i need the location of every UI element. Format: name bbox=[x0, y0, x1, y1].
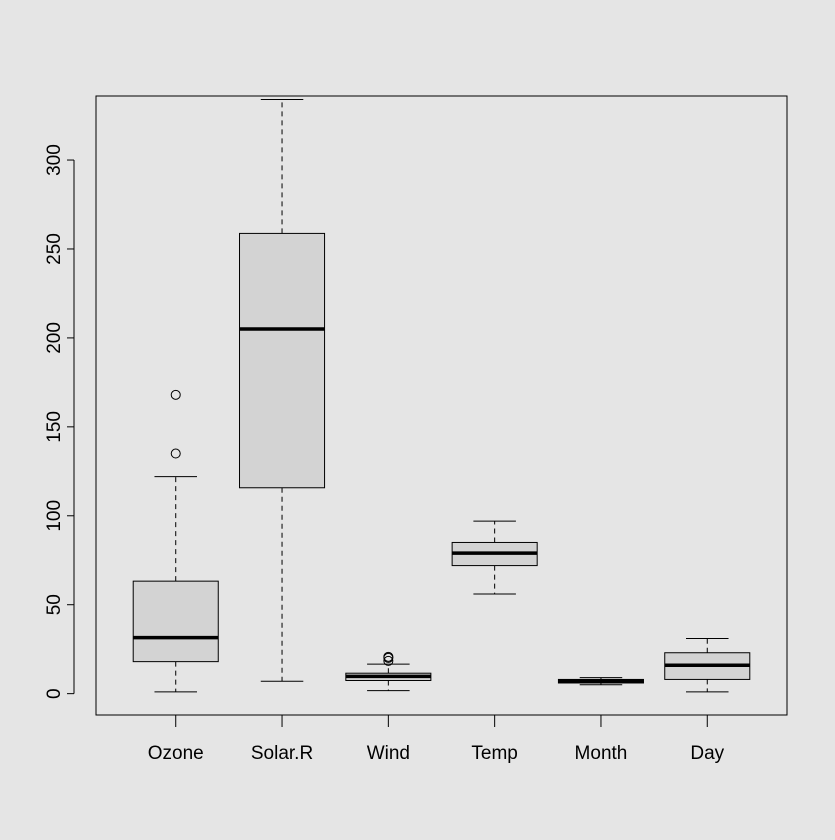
box-temp bbox=[451, 520, 538, 595]
x-tick-label: Ozone bbox=[148, 743, 204, 764]
box-month bbox=[557, 677, 644, 686]
outlier-point bbox=[170, 389, 181, 400]
outlier-point bbox=[170, 448, 181, 459]
y-tick-label: 100 bbox=[44, 500, 65, 532]
y-tick-label: 0 bbox=[44, 688, 65, 699]
y-tick-label: 300 bbox=[44, 144, 65, 176]
box-wind bbox=[345, 651, 432, 692]
x-tick-label: Wind bbox=[367, 743, 410, 764]
y-tick-label: 250 bbox=[44, 233, 65, 265]
iqr-box bbox=[132, 580, 219, 663]
box-ozone bbox=[132, 389, 219, 693]
iqr-box bbox=[239, 232, 326, 489]
y-tick-label: 200 bbox=[44, 322, 65, 354]
x-tick-label: Solar.R bbox=[251, 743, 313, 764]
y-tick-label: 50 bbox=[44, 594, 65, 615]
x-tick-label: Month bbox=[575, 743, 628, 764]
x-tick-label: Day bbox=[690, 743, 724, 764]
y-axis: 0 50 100 150 200 250 300 bbox=[44, 144, 75, 699]
outlier-point bbox=[383, 651, 394, 662]
y-tick-label: 150 bbox=[44, 411, 65, 443]
box-day bbox=[664, 638, 751, 693]
box-solar-r bbox=[239, 99, 326, 682]
x-axis: Ozone Solar.R Wind Temp Month Day bbox=[148, 714, 725, 764]
outlier-point bbox=[383, 655, 394, 666]
x-tick-label: Temp bbox=[471, 743, 517, 764]
boxes bbox=[132, 99, 751, 693]
